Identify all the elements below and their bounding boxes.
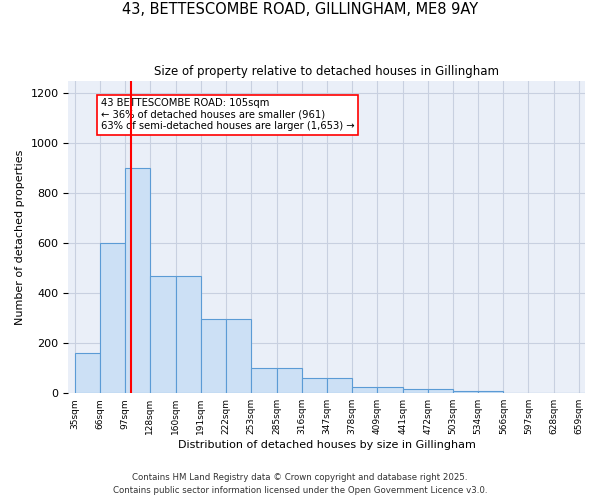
- Text: Contains HM Land Registry data © Crown copyright and database right 2025.
Contai: Contains HM Land Registry data © Crown c…: [113, 474, 487, 495]
- Bar: [302, 378, 327, 393]
- Bar: [150, 276, 176, 393]
- Bar: [201, 320, 226, 393]
- Bar: [100, 243, 125, 393]
- Title: Size of property relative to detached houses in Gillingham: Size of property relative to detached ho…: [154, 65, 499, 78]
- Bar: [75, 353, 100, 393]
- Bar: [452, 390, 478, 393]
- X-axis label: Distribution of detached houses by size in Gillingham: Distribution of detached houses by size …: [178, 440, 476, 450]
- Bar: [226, 320, 251, 393]
- Bar: [403, 390, 428, 393]
- Text: 43, BETTESCOMBE ROAD, GILLINGHAM, ME8 9AY: 43, BETTESCOMBE ROAD, GILLINGHAM, ME8 9A…: [122, 2, 478, 18]
- Text: 43 BETTESCOMBE ROAD: 105sqm
← 36% of detached houses are smaller (961)
63% of se: 43 BETTESCOMBE ROAD: 105sqm ← 36% of det…: [101, 98, 355, 132]
- Bar: [478, 390, 503, 393]
- Y-axis label: Number of detached properties: Number of detached properties: [15, 149, 25, 324]
- Bar: [251, 368, 277, 393]
- Bar: [176, 276, 201, 393]
- Bar: [352, 387, 377, 393]
- Bar: [327, 378, 352, 393]
- Bar: [428, 390, 452, 393]
- Bar: [277, 368, 302, 393]
- Bar: [125, 168, 150, 393]
- Bar: [377, 387, 403, 393]
